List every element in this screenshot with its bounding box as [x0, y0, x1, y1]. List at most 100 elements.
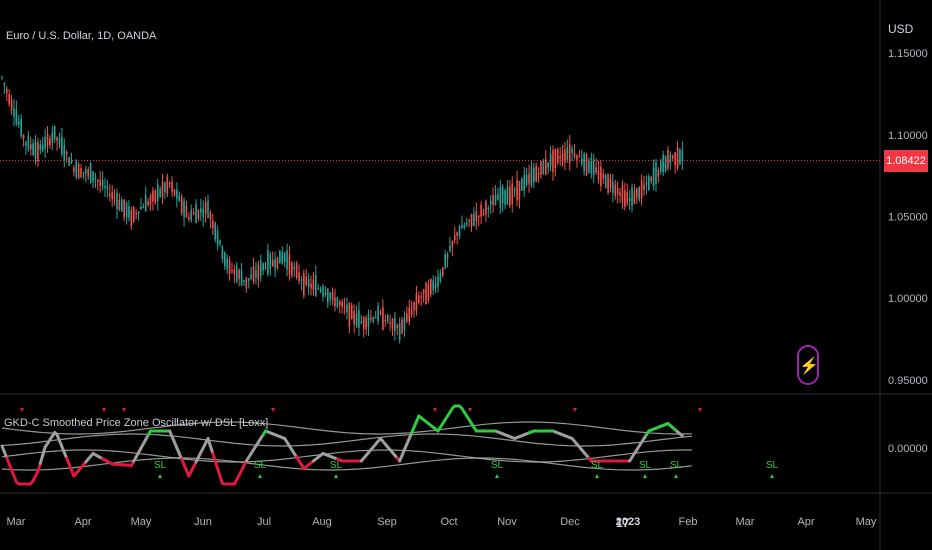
candle-body [204, 202, 207, 214]
candle-body [17, 121, 20, 125]
candle-body [303, 272, 305, 296]
sl-marker [334, 474, 338, 478]
candle-body [446, 254, 449, 258]
candle-body [427, 284, 430, 301]
candle-body [530, 167, 533, 186]
candle-body [679, 149, 681, 164]
candle-body [128, 205, 130, 218]
candle-body [29, 144, 32, 150]
candle-body [322, 286, 324, 297]
candle-body [544, 159, 547, 175]
signal-marker [698, 408, 702, 412]
candle-body [370, 317, 372, 320]
candle-body [94, 178, 97, 180]
candle-body [334, 297, 336, 307]
candle-body [147, 201, 149, 206]
candle-body [101, 180, 104, 187]
candle-body [568, 144, 571, 164]
candle-body [394, 318, 396, 332]
x-tick-label: Jul [257, 516, 271, 528]
candle-body [116, 193, 118, 210]
candle-body [588, 160, 590, 173]
candle-body [655, 161, 657, 184]
candle-body [413, 302, 415, 310]
candle-body [99, 179, 102, 187]
candle-body [5, 88, 8, 94]
candle-body [607, 174, 609, 193]
candle-body [485, 200, 487, 215]
candle-body [298, 272, 300, 282]
candle-body [549, 153, 552, 166]
candle-body [624, 190, 626, 207]
candle-body [92, 171, 94, 182]
x-tick-label: Dec [560, 516, 580, 528]
sl-marker [258, 474, 262, 478]
x-tick-label: Nov [497, 516, 517, 528]
candle-body [573, 153, 576, 157]
candle-body [307, 278, 310, 287]
candle-body [408, 307, 411, 322]
candle-body [559, 155, 561, 159]
candle-body [27, 135, 30, 150]
candle-body [281, 252, 284, 264]
candle-body [638, 187, 641, 200]
candle-body [453, 235, 456, 241]
candle-body [643, 184, 645, 191]
candle-body [590, 157, 593, 174]
candle-body [106, 186, 109, 190]
candle-body [341, 302, 343, 307]
candle-body [197, 210, 200, 219]
candle-body [219, 240, 221, 244]
candle-body [482, 211, 485, 213]
candle-body [659, 160, 662, 172]
lightning-icon[interactable]: ⚡ [797, 345, 819, 385]
candle-body [410, 309, 413, 315]
indicator-title[interactable]: GKD-C Smoothed Price Zone Oscillator w/ … [4, 417, 269, 429]
candle-body [61, 136, 63, 155]
sl-label: SL [766, 460, 779, 471]
candle-body [497, 194, 499, 200]
candle-body [525, 175, 528, 185]
candle-body [669, 154, 672, 164]
candle-body [592, 159, 595, 176]
candle-body [509, 186, 511, 206]
candle-body [674, 152, 676, 166]
candle-body [195, 203, 197, 224]
candle-body [391, 318, 394, 329]
candle-body [291, 262, 293, 276]
candle-body [355, 313, 358, 327]
candle-body [650, 176, 652, 182]
candle-body [386, 315, 389, 322]
candle-body [406, 313, 408, 322]
candle-body [489, 200, 492, 205]
candle-body [231, 270, 233, 272]
candle-body [178, 195, 181, 202]
candle-body [444, 254, 446, 268]
candle-body [111, 192, 113, 200]
osc-band-line [1, 457, 692, 471]
last-price-tag: 1.08422 [884, 150, 928, 172]
candle-body [473, 213, 475, 226]
sl-marker [495, 474, 499, 478]
candle-body [80, 168, 82, 177]
candle-body [676, 146, 679, 169]
candle-body [346, 304, 348, 313]
candle-body [238, 270, 240, 280]
signal-marker [468, 408, 472, 412]
candle-body [226, 258, 228, 270]
candle-body [350, 305, 353, 320]
candle-body [264, 267, 267, 269]
candle-body [463, 224, 466, 229]
candle-body [185, 206, 188, 218]
candle-body [75, 161, 78, 178]
candle-body [243, 279, 245, 282]
candle-body [437, 276, 439, 287]
candle-body [523, 174, 526, 191]
candle-body [58, 138, 61, 144]
candle-body [283, 252, 286, 263]
candle-body [276, 257, 279, 269]
candle-body [564, 149, 566, 163]
candle-body [626, 192, 629, 204]
candle-body [576, 155, 578, 160]
